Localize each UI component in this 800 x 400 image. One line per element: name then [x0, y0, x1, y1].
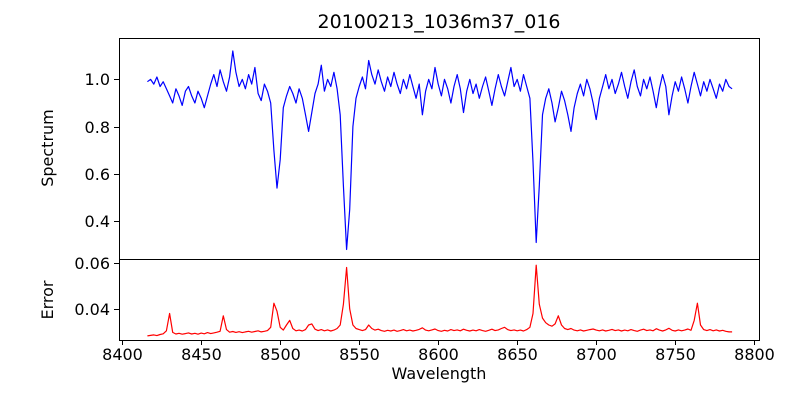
spectrum-axes-frame: [119, 38, 760, 260]
error-y-tick-label: 0.06: [74, 254, 110, 273]
error-y-tick-label: 0.04: [74, 300, 110, 319]
spectrum-line: [147, 50, 733, 251]
spectrum-y-tick-label: 0.4: [85, 212, 110, 231]
chart-title: 20100213_1036m37_016: [317, 11, 561, 33]
x-tick-label: 8500: [260, 345, 301, 364]
x-tick-label: 8750: [655, 345, 696, 364]
spectrum-y-tick-label: 1.0: [85, 70, 110, 89]
x-tick-label: 8450: [181, 345, 222, 364]
x-axis-label: Wavelength: [391, 364, 487, 383]
x-tick-label: 8550: [339, 345, 380, 364]
x-tick-label: 8650: [497, 345, 538, 364]
x-tick-label: 8700: [576, 345, 617, 364]
x-tick-label: 8600: [418, 345, 459, 364]
spectrum-y-tick-label: 0.8: [85, 118, 110, 137]
error-axes-frame: [119, 259, 760, 341]
x-tick-label: 8400: [102, 345, 143, 364]
spectrum-y-tick-label: 0.6: [85, 165, 110, 184]
error-line: [147, 264, 733, 337]
x-tick-label: 8800: [734, 345, 775, 364]
